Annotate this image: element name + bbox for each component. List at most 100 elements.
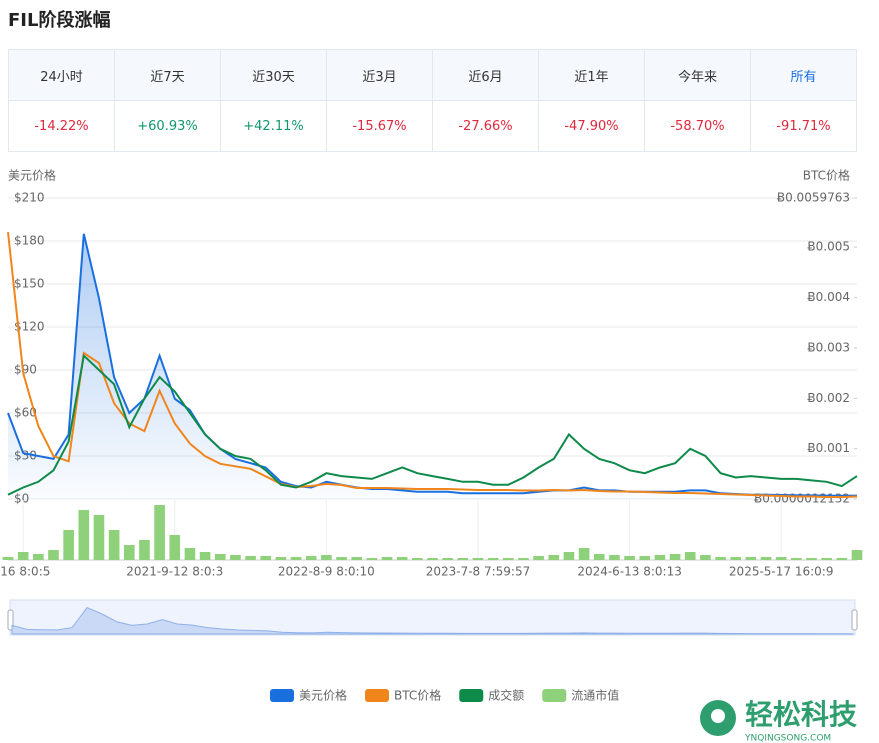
y2-tick-label: Ƀ0.002: [807, 391, 850, 405]
volume-bar: [275, 557, 287, 560]
volume-bar: [563, 552, 575, 560]
volume-bar: [806, 558, 817, 560]
volume-bar: [381, 557, 393, 560]
watermark-brand: 轻松科技: [745, 698, 857, 731]
legend-label[interactable]: 美元价格: [299, 688, 347, 703]
y2-tick-label: Ƀ0.003: [807, 340, 850, 354]
volume-bar: [700, 555, 711, 560]
change: -91.71%: [750, 100, 857, 152]
y-tick-label: $210: [14, 191, 45, 205]
period: 今年来: [644, 49, 751, 101]
period: 近6月: [432, 49, 539, 101]
volume-bar: [351, 557, 363, 560]
volume-bar: [624, 556, 635, 560]
watermark-site: YNQINGSONG.COM: [744, 734, 831, 743]
y-tick-label: $120: [14, 320, 45, 334]
volume-bar: [48, 550, 59, 560]
volume-bar: [2, 557, 14, 560]
change: -58.70%: [644, 100, 751, 152]
volume-bar: [108, 530, 120, 560]
volume-bar: [609, 555, 620, 560]
change: -27.66%: [432, 100, 539, 152]
volume-bar: [502, 558, 514, 560]
volume-bar: [654, 555, 666, 560]
x-tick-label: -16 8:0:5: [0, 565, 50, 579]
volume-bar: [578, 548, 590, 560]
period: 近1年: [538, 49, 645, 101]
period: 近30天: [220, 49, 327, 101]
legend-swatch: [542, 689, 567, 702]
volume-bar: [412, 558, 423, 560]
volume-bar: [169, 535, 181, 560]
volume-bar: [775, 557, 787, 560]
y-tick-label: $60: [14, 406, 37, 420]
volume-bar: [427, 558, 438, 560]
series-line: [7, 353, 858, 496]
volume-bar: [836, 558, 848, 560]
volume-bar: [472, 558, 484, 560]
x-tick-label: 2021-9-12 8:0:3: [126, 565, 223, 579]
chart: 美元价格 BTC价格 $0$30$60$90$120$150$180$210Ƀ0…: [0, 168, 863, 743]
zoom-preview: [11, 606, 854, 635]
volume-bar: [17, 552, 29, 560]
y2-tick-label: Ƀ0.0059763: [777, 191, 850, 205]
volume-bar: [139, 540, 150, 560]
volume-bar: [305, 556, 317, 560]
volume-bar: [154, 505, 165, 560]
volume-bar: [245, 556, 256, 560]
volume-bar: [33, 554, 44, 560]
y2-tick-label: Ƀ0.005: [807, 240, 850, 254]
legend-swatch: [459, 689, 484, 702]
volume-bar: [791, 558, 802, 560]
legend-swatch: [270, 689, 294, 702]
volume-bar: [593, 554, 605, 560]
period: 近3月: [326, 49, 433, 101]
series-line: [7, 233, 858, 497]
volume-bar: [321, 555, 332, 560]
y2-tick-label: Ƀ0.001: [807, 441, 850, 455]
legend-swatch: [365, 689, 390, 702]
volume-bar: [336, 557, 347, 560]
volume-bar: [639, 556, 651, 560]
y-tick-label: $90: [14, 363, 37, 377]
legend-label[interactable]: 成交额: [488, 688, 524, 703]
y-tick-label: $150: [14, 277, 45, 291]
y2-axis-label: BTC价格: [803, 168, 850, 183]
volume-bar: [533, 556, 544, 560]
change: +42.11%: [220, 100, 327, 152]
price-area: [8, 233, 857, 500]
volume-bar: [745, 557, 757, 560]
watermark: 轻松科技 YNQINGSONG.COM: [700, 698, 857, 743]
volume-bar: [123, 545, 135, 560]
period: 所有: [750, 49, 857, 101]
volume-bar: [487, 558, 499, 560]
volume-bar: [214, 554, 226, 560]
period: 24小时: [8, 49, 115, 101]
page-title: FIL阶段涨幅: [8, 10, 111, 31]
x-tick-label: 2024-6-13 8:0:13: [577, 565, 682, 579]
x-tick-label: 2022-8-9 8:0:10: [278, 565, 375, 579]
period-row: 24小时 近7天 近30天 近3月 近6月 近1年 今年来 所有: [8, 49, 857, 101]
legend-label[interactable]: 流通市值: [571, 688, 619, 703]
y-axis-label: 美元价格: [8, 168, 56, 183]
volume-bar: [260, 556, 272, 560]
volume-bar: [684, 552, 696, 560]
volume-bar: [442, 558, 453, 560]
volume-bar: [366, 558, 378, 560]
y2-tick-label: Ƀ0.004: [807, 290, 850, 304]
volume-bar: [760, 557, 772, 560]
volume-bar: [851, 550, 863, 560]
volume-bar: [230, 555, 241, 560]
volume-bar: [290, 557, 302, 560]
series-line: [7, 231, 858, 498]
volume-bar: [63, 530, 74, 560]
volume-bar: [821, 558, 832, 560]
legend-label[interactable]: BTC价格: [394, 688, 441, 703]
volume-bar: [518, 558, 529, 560]
change: -47.90%: [538, 100, 645, 152]
zoom-handle-right[interactable]: [851, 609, 858, 631]
volume-bar: [396, 557, 408, 560]
change: +60.93%: [114, 100, 221, 152]
change-table: 24小时 近7天 近30天 近3月 近6月 近1年 今年来 所有 -14.22% +60.93% +…: [8, 49, 857, 152]
